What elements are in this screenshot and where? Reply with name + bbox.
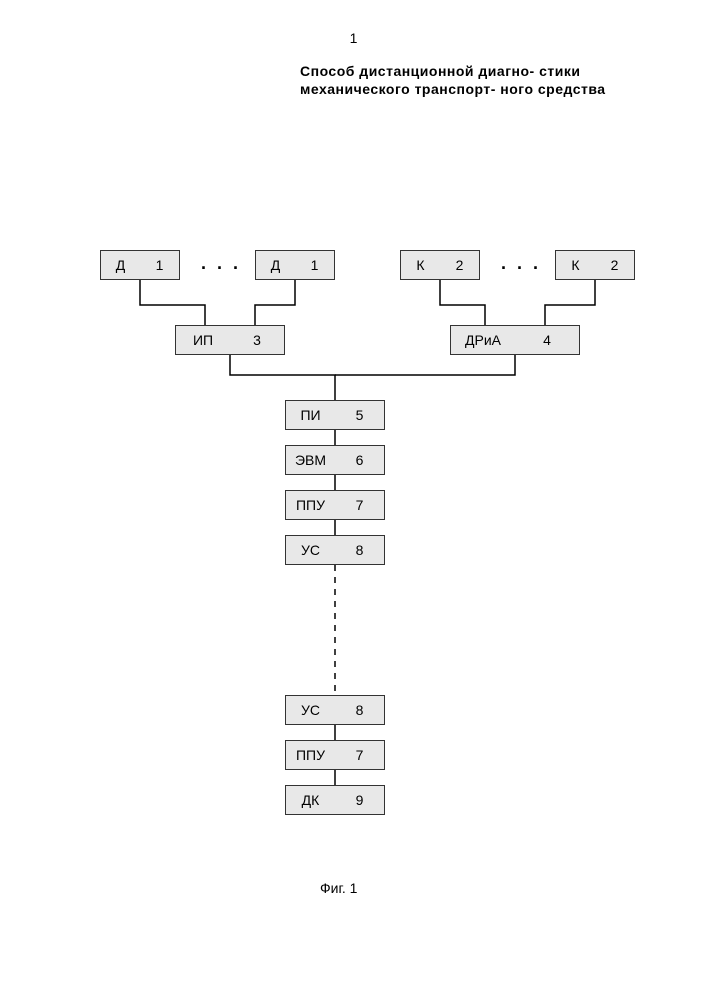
node-dria4-label: ДРиА bbox=[451, 332, 515, 348]
node-dk9-number: 9 bbox=[335, 792, 384, 808]
node-ppu7a-label: ППУ bbox=[286, 497, 335, 513]
node-us8a-label: УС bbox=[286, 542, 335, 558]
node-k2a-number: 2 bbox=[440, 257, 479, 273]
node-ppu7a: ППУ7 bbox=[285, 490, 385, 520]
node-us8a: УС8 bbox=[285, 535, 385, 565]
node-ip3-label: ИП bbox=[176, 332, 230, 348]
node-pi5: ПИ5 bbox=[285, 400, 385, 430]
node-k2a-label: К bbox=[401, 257, 440, 273]
node-us8b-label: УС bbox=[286, 702, 335, 718]
node-ip3-number: 3 bbox=[230, 332, 284, 348]
node-dria4: ДРиА4 bbox=[450, 325, 580, 355]
node-dria4-number: 4 bbox=[515, 332, 579, 348]
node-d1b: Д1 bbox=[255, 250, 335, 280]
node-ip3: ИП3 bbox=[175, 325, 285, 355]
node-pi5-label: ПИ bbox=[286, 407, 335, 423]
node-us8a-number: 8 bbox=[335, 542, 384, 558]
page-number: 1 bbox=[0, 30, 707, 46]
node-evm6-label: ЭВМ bbox=[286, 452, 335, 468]
ellipsis-0: . . . bbox=[201, 253, 241, 274]
node-ppu7b-label: ППУ bbox=[286, 747, 335, 763]
node-d1a: Д1 bbox=[100, 250, 180, 280]
node-k2b-label: К bbox=[556, 257, 595, 273]
node-us8b: УС8 bbox=[285, 695, 385, 725]
node-ppu7b-number: 7 bbox=[335, 747, 384, 763]
node-ppu7a-number: 7 bbox=[335, 497, 384, 513]
node-pi5-number: 5 bbox=[335, 407, 384, 423]
node-k2b-number: 2 bbox=[595, 257, 634, 273]
node-k2a: К2 bbox=[400, 250, 480, 280]
node-dk9: ДК9 bbox=[285, 785, 385, 815]
node-d1b-number: 1 bbox=[295, 257, 334, 273]
node-d1a-label: Д bbox=[101, 257, 140, 273]
node-evm6: ЭВМ6 bbox=[285, 445, 385, 475]
figure-caption: Фиг. 1 bbox=[320, 880, 357, 896]
node-us8b-number: 8 bbox=[335, 702, 384, 718]
node-d1a-number: 1 bbox=[140, 257, 179, 273]
document-title: Способ дистанционной диагно- стики механ… bbox=[300, 62, 610, 98]
node-k2b: К2 bbox=[555, 250, 635, 280]
node-dk9-label: ДК bbox=[286, 792, 335, 808]
ellipsis-1: . . . bbox=[501, 253, 541, 274]
node-ppu7b: ППУ7 bbox=[285, 740, 385, 770]
node-evm6-number: 6 bbox=[335, 452, 384, 468]
node-d1b-label: Д bbox=[256, 257, 295, 273]
